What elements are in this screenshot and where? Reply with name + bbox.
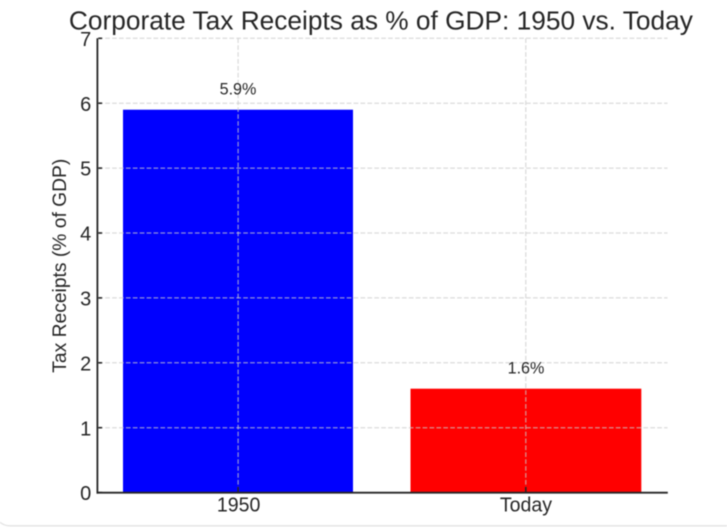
- svg-text:1.6%: 1.6%: [508, 359, 545, 378]
- svg-text:Corporate Tax Receipts as % of: Corporate Tax Receipts as % of GDP: 1950…: [69, 6, 694, 36]
- svg-text:2: 2: [80, 353, 91, 375]
- svg-text:7: 7: [80, 29, 91, 51]
- svg-text:6: 6: [80, 94, 91, 116]
- svg-text:0: 0: [80, 483, 91, 505]
- svg-text:1: 1: [80, 418, 91, 440]
- svg-text:5: 5: [80, 159, 91, 181]
- svg-text:4: 4: [80, 224, 91, 246]
- svg-text:3: 3: [80, 289, 91, 311]
- svg-text:Tax Receipts (% of GDP): Tax Receipts (% of GDP): [50, 159, 71, 373]
- svg-text:Today: Today: [500, 494, 552, 516]
- svg-text:1950: 1950: [217, 494, 261, 516]
- svg-text:5.9%: 5.9%: [220, 80, 257, 99]
